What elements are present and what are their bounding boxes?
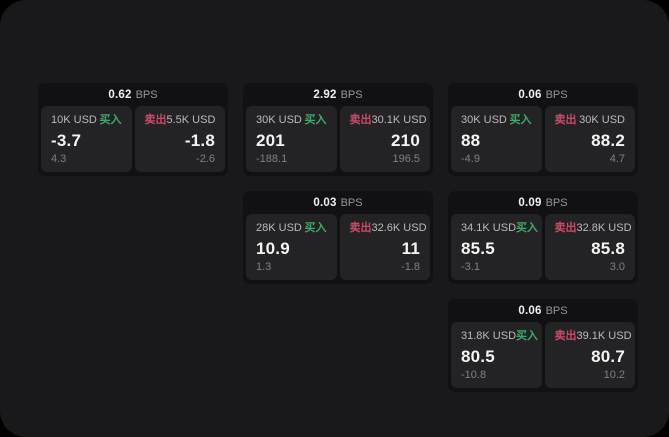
- buy-change: -188.1: [256, 153, 288, 165]
- bps-unit-label: BPS: [340, 196, 363, 209]
- buy-panel[interactable]: 30K USD 买入 201 -188.1: [246, 106, 337, 172]
- sell-change: 10.2: [603, 369, 625, 381]
- sell-change: -1.8: [401, 261, 420, 273]
- buy-change: -3.1: [461, 261, 480, 273]
- buy-price: 201: [256, 131, 285, 150]
- bps-unit-label: BPS: [545, 88, 568, 101]
- buy-amount: 31.8K USD: [461, 330, 517, 342]
- card-body: 31.8K USD 买入 80.5 -10.8 卖出 39.1K USD 80.…: [448, 322, 638, 392]
- buy-label: 买入: [99, 114, 122, 126]
- buy-amount: 30K USD: [256, 114, 302, 126]
- quote-card-4: 0.03 BPS 28K USD 买入 10.9 1.3 卖出 32.6K US…: [243, 191, 433, 284]
- quote-card-3: 0.06 BPS 30K USD 买入 88 -4.9 卖出 30K USD: [448, 83, 638, 176]
- sell-label: 卖出: [554, 330, 577, 342]
- card-header: 0.06 BPS: [448, 83, 638, 106]
- sell-panel[interactable]: 卖出 39.1K USD 80.7 10.2: [544, 322, 635, 388]
- sell-amount: 32.8K USD: [576, 222, 632, 234]
- sell-amount: 30K USD: [579, 114, 625, 126]
- buy-panel[interactable]: 28K USD 买入 10.9 1.3: [246, 214, 337, 280]
- sell-price: 88.2: [591, 131, 625, 150]
- sell-amount: 39.1K USD: [576, 330, 632, 342]
- sell-price: -1.8: [184, 131, 215, 150]
- bps-value: 0.06: [518, 304, 542, 317]
- sell-price: 80.7: [591, 347, 625, 366]
- quote-card-5: 0.09 BPS 34.1K USD 买入 85.5 -3.1 卖出 32.8K…: [448, 191, 638, 284]
- sell-amount: 30.1K USD: [371, 114, 427, 126]
- sell-label: 卖出: [349, 222, 372, 234]
- quote-card-1: 0.62 BPS 10K USD 买入 -3.7 4.3 卖出 5.5K USD: [38, 83, 228, 176]
- buy-change: -10.8: [461, 369, 487, 381]
- buy-label: 买入: [516, 222, 539, 234]
- card-header: 0.03 BPS: [243, 191, 433, 214]
- card-body: 34.1K USD 买入 85.5 -3.1 卖出 32.8K USD 85.8…: [448, 214, 638, 284]
- sell-change: -2.6: [196, 153, 215, 165]
- bps-value: 2.92: [313, 88, 337, 101]
- buy-label: 买入: [304, 222, 327, 234]
- card-body: 30K USD 买入 201 -188.1 卖出 30.1K USD 210 1…: [243, 106, 433, 176]
- card-body: 28K USD 买入 10.9 1.3 卖出 32.6K USD 11 -1.8: [243, 214, 433, 284]
- buy-amount: 30K USD: [461, 114, 507, 126]
- sell-panel[interactable]: 卖出 30.1K USD 210 196.5: [339, 106, 430, 172]
- buy-label: 买入: [516, 330, 539, 342]
- buy-panel[interactable]: 31.8K USD 买入 80.5 -10.8: [451, 322, 542, 388]
- bps-unit-label: BPS: [545, 196, 568, 209]
- quote-card-2: 2.92 BPS 30K USD 买入 201 -188.1 卖出 30.1K …: [243, 83, 433, 176]
- sell-label: 卖出: [554, 114, 577, 126]
- card-header: 0.62 BPS: [38, 83, 228, 106]
- buy-panel[interactable]: 34.1K USD 买入 85.5 -3.1: [451, 214, 542, 280]
- buy-price: 88: [461, 131, 481, 150]
- sell-price: 85.8: [591, 239, 625, 258]
- buy-price: 80.5: [461, 347, 495, 366]
- sell-label: 卖出: [554, 222, 577, 234]
- sell-amount: 5.5K USD: [166, 114, 216, 126]
- sell-price: 210: [391, 131, 420, 150]
- sell-amount: 32.6K USD: [371, 222, 427, 234]
- buy-amount: 10K USD: [51, 114, 97, 126]
- quote-cards-grid: 0.62 BPS 10K USD 买入 -3.7 4.3 卖出 5.5K USD: [38, 83, 638, 392]
- buy-price: -3.7: [51, 131, 82, 150]
- card-header: 0.09 BPS: [448, 191, 638, 214]
- buy-panel[interactable]: 10K USD 买入 -3.7 4.3: [41, 106, 132, 172]
- sell-label: 卖出: [144, 114, 167, 126]
- bps-unit-label: BPS: [545, 304, 568, 317]
- bps-unit-label: BPS: [340, 88, 363, 101]
- bps-value: 0.06: [518, 88, 542, 101]
- sell-panel[interactable]: 卖出 30K USD 88.2 4.7: [544, 106, 635, 172]
- sell-label: 卖出: [349, 114, 372, 126]
- bps-value: 0.09: [518, 196, 542, 209]
- card-body: 30K USD 买入 88 -4.9 卖出 30K USD 88.2 4.7: [448, 106, 638, 176]
- bps-unit-label: BPS: [135, 88, 158, 101]
- buy-amount: 28K USD: [256, 222, 302, 234]
- buy-price: 10.9: [256, 239, 290, 258]
- card-header: 0.06 BPS: [448, 299, 638, 322]
- card-header: 2.92 BPS: [243, 83, 433, 106]
- bps-value: 0.03: [313, 196, 337, 209]
- buy-panel[interactable]: 30K USD 买入 88 -4.9: [451, 106, 542, 172]
- buy-price: 85.5: [461, 239, 495, 258]
- sell-change: 4.7: [609, 153, 625, 165]
- buy-label: 买入: [304, 114, 327, 126]
- card-body: 10K USD 买入 -3.7 4.3 卖出 5.5K USD -1.8 -2.…: [38, 106, 228, 176]
- buy-change: 1.3: [256, 261, 272, 273]
- buy-change: 4.3: [51, 153, 67, 165]
- sell-panel[interactable]: 卖出 32.8K USD 85.8 3.0: [544, 214, 635, 280]
- sell-panel[interactable]: 卖出 5.5K USD -1.8 -2.6: [134, 106, 225, 172]
- sell-price: 11: [401, 239, 420, 258]
- sell-panel[interactable]: 卖出 32.6K USD 11 -1.8: [339, 214, 430, 280]
- quote-card-6: 0.06 BPS 31.8K USD 买入 80.5 -10.8 卖出 39.1…: [448, 299, 638, 392]
- buy-label: 买入: [509, 114, 532, 126]
- bps-value: 0.62: [108, 88, 132, 101]
- buy-amount: 34.1K USD: [461, 222, 517, 234]
- sell-change: 196.5: [392, 153, 420, 165]
- sell-change: 3.0: [609, 261, 625, 273]
- buy-change: -4.9: [461, 153, 480, 165]
